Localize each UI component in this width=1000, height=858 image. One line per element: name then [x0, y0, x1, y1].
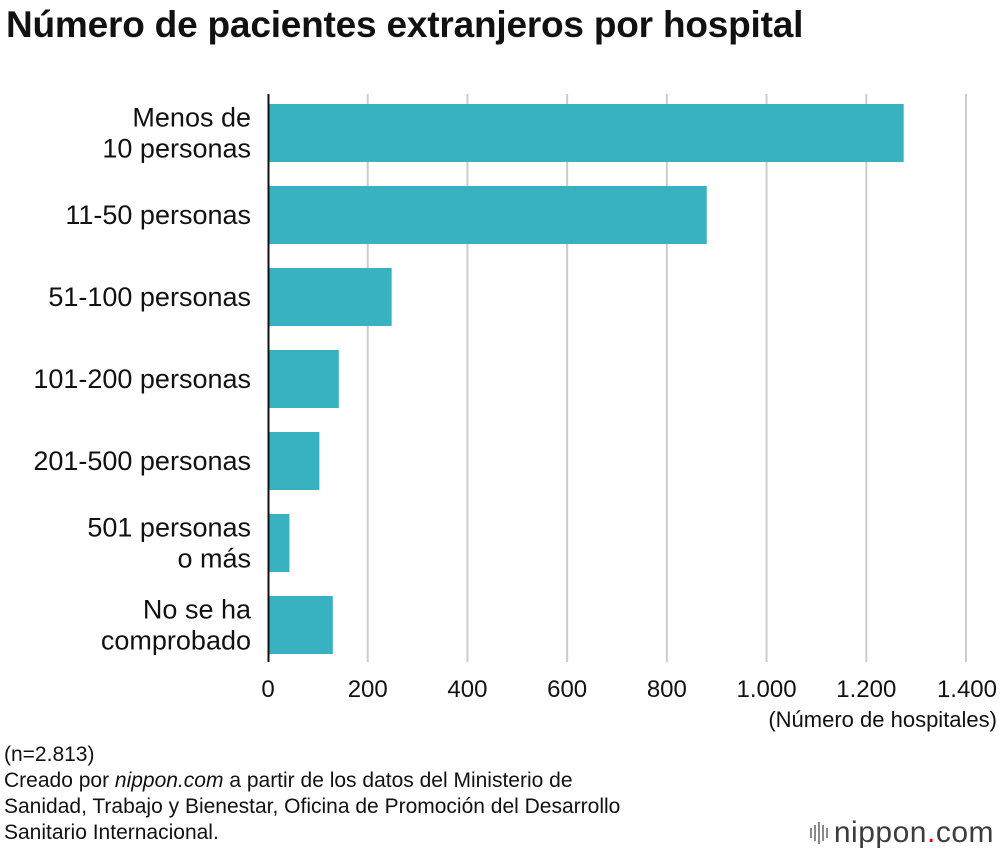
x-tick-label: 1.000	[737, 676, 797, 703]
category-label: 201-500 personas	[33, 446, 251, 476]
category-label: comprobado	[101, 626, 251, 656]
bar	[268, 432, 320, 490]
source-site: nippon.com	[114, 769, 224, 792]
x-tick-labels: 0 200 400 600 800 1.000 1.200 1.400	[261, 676, 997, 703]
logo-name: nippon	[833, 816, 927, 849]
gridlines	[366, 94, 967, 662]
x-tick-label: 1.200	[836, 676, 896, 703]
sample-size-note: (n=2.813)	[4, 743, 95, 766]
logo-bars-icon	[809, 822, 828, 844]
source-line-1: Creado por nippon.com a partir de los da…	[4, 768, 620, 794]
nippon-logo: nippon. com	[809, 816, 994, 850]
bar	[268, 268, 392, 326]
source-prefix: Creado por	[4, 769, 115, 792]
bar	[268, 596, 333, 654]
category-label: No se ha	[143, 595, 252, 625]
bar	[268, 350, 339, 408]
category-label: Menos de	[132, 103, 251, 133]
x-tick-label: 200	[348, 676, 388, 703]
bar	[268, 514, 290, 572]
x-tick-label: 1.400	[937, 676, 997, 703]
category-label: 51-100 personas	[48, 282, 251, 312]
source-line-3: Sanitario Internacional.	[4, 821, 219, 844]
logo-tld: com	[935, 816, 994, 849]
category-label: 11-50 personas	[65, 200, 251, 230]
category-label: o más	[177, 544, 251, 574]
x-tick-label: 800	[647, 676, 687, 703]
bars	[268, 104, 904, 654]
source-line-1-rest: a partir de los datos del Ministerio de	[223, 769, 573, 792]
bar	[268, 186, 707, 244]
category-label: 10 personas	[102, 134, 251, 164]
x-tick-label: 600	[547, 676, 587, 703]
chart-title: Número de pacientes extranjeros por hosp…	[6, 4, 804, 45]
x-tick-label: 0	[261, 676, 274, 703]
bar	[268, 104, 904, 162]
x-tick-label: 400	[447, 676, 487, 703]
x-axis-label: (Número de hospitales)	[768, 707, 997, 732]
source-line-2: Sanidad, Trabajo y Bienestar, Oficina de…	[4, 795, 621, 818]
logo-dot: .	[926, 816, 936, 849]
source-note: Creado por nippon.com a partir de los da…	[4, 768, 620, 846]
category-label: 101-200 personas	[33, 364, 251, 394]
category-label: 501 personas	[87, 513, 251, 543]
